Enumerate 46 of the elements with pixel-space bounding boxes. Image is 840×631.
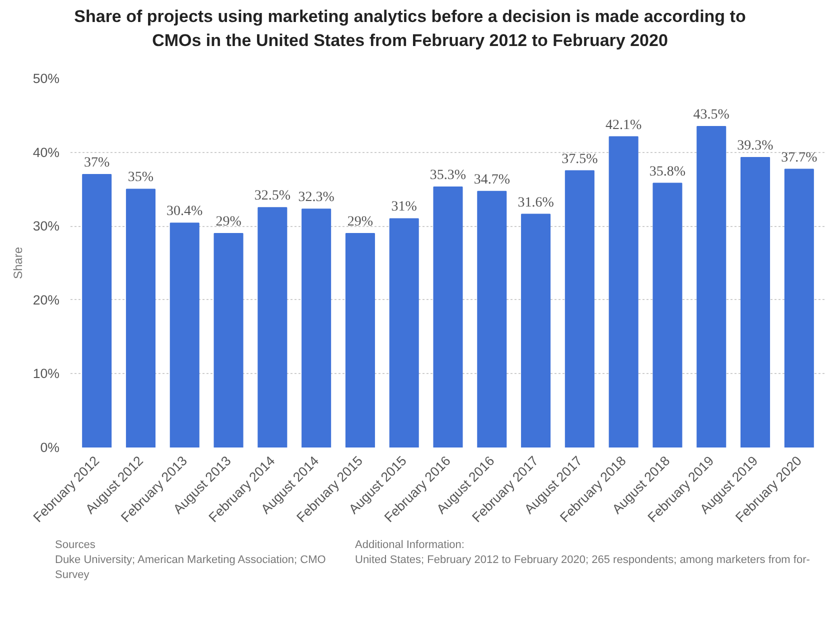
- bar: [82, 174, 112, 448]
- data-label: 31%: [391, 199, 418, 214]
- bar: [433, 186, 463, 448]
- bar: [126, 188, 156, 448]
- data-label: 43.5%: [693, 107, 730, 122]
- bar: [740, 156, 770, 448]
- text: Sources: [55, 538, 96, 551]
- data-label: 37%: [84, 155, 110, 170]
- bar: [652, 182, 682, 448]
- y-tick-label: 50%: [32, 70, 60, 86]
- data-label: 39.3%: [737, 138, 774, 154]
- y-tick-label: 40%: [32, 144, 60, 160]
- data-label: 34.7%: [474, 172, 510, 188]
- data-label: 29%: [216, 214, 242, 230]
- bar: [302, 208, 332, 448]
- data-label: 37.7%: [781, 150, 818, 165]
- text: Additional Information:: [355, 538, 464, 551]
- y-tick-label: 30%: [32, 218, 60, 234]
- chart-title: Share of projects using marketing analytics before a decision is made according to CMOs in the United States from February 2012 to February 2020: [73, 6, 747, 52]
- data-label: 35.3%: [430, 168, 466, 183]
- y-tick-label: 20%: [32, 292, 60, 307]
- text: Duke University; American Marketing Association; CMO Survey: [55, 554, 326, 582]
- data-label: 30.4%: [166, 204, 204, 219]
- y-tick-label: 10%: [32, 366, 60, 381]
- y-tick-label: 0%: [40, 440, 60, 455]
- text: United States; February 2012 to February 2020; 265 respondents; among marketers from for-: [355, 554, 810, 566]
- bar: [564, 170, 594, 448]
- data-label: 29%: [347, 214, 374, 230]
- data-label: 35%: [128, 170, 154, 185]
- data-label: 37.5%: [562, 151, 598, 166]
- bar: [477, 190, 507, 448]
- bar: [258, 206, 288, 448]
- y-axis-title: Share: [10, 246, 25, 279]
- bar: [608, 136, 638, 448]
- data-label: 35.8%: [649, 164, 686, 179]
- bar: [784, 168, 814, 448]
- bar: [345, 232, 375, 448]
- bar: [170, 222, 200, 448]
- bar: [696, 126, 726, 448]
- data-label: 31.6%: [518, 194, 554, 210]
- bar: [521, 213, 551, 448]
- data-label: 42.1%: [606, 117, 642, 132]
- data-label: 32.5%: [254, 188, 291, 204]
- bar: [214, 232, 244, 448]
- bar: [389, 218, 419, 448]
- data-label: 32.3%: [298, 190, 335, 205]
